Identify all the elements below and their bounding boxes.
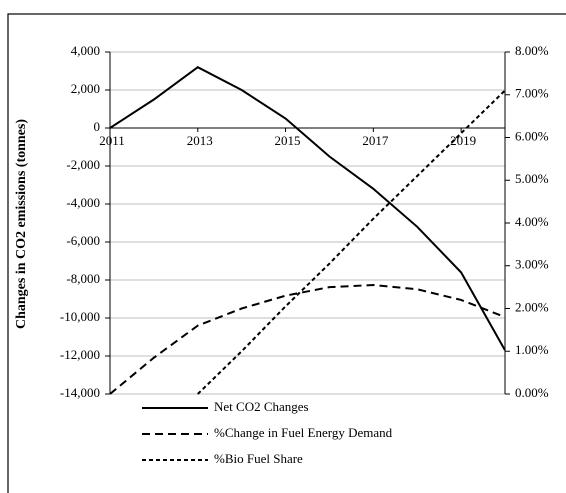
y2-tick-label: 1.00% [515,342,549,357]
x-tick-label: 2015 [275,133,301,148]
y2-tick-label: 2.00% [515,299,549,314]
y-axis-label: Changes in CO2 emissions (tonnes) [14,119,29,329]
data-line [109,283,506,395]
y-tick-label: 4,000 [71,43,100,58]
data-line [197,89,506,395]
y-tick-label: -4,000 [66,195,100,210]
y2-tick-label: 4.00% [515,214,549,229]
data-line [109,66,506,351]
y-tick-label: -14,000 [60,385,100,400]
y-tick-label: -10,000 [60,309,100,324]
y2-tick-label: 3.00% [515,257,549,272]
y2-tick-label: 8.00% [515,43,549,58]
y2-tick-label: 5.00% [515,171,549,186]
y2-tick-label: 6.00% [515,128,549,143]
x-tick-label: 2013 [187,133,213,148]
y-tick-label: -8,000 [66,271,100,286]
chart-border [7,13,566,493]
y-tick-label: -12,000 [60,347,100,362]
legend-label: %Change in Fuel Energy Demand [214,425,393,440]
legend-label: Net CO2 Changes [214,399,309,414]
y-tick-label: -2,000 [66,157,100,172]
y2-tick-label: 7.00% [515,86,549,101]
y-tick-label: 2,000 [71,81,100,96]
y2-tick-label: 0.00% [515,385,549,400]
x-tick-label: 2017 [362,133,389,148]
x-tick-label: 2011 [99,133,125,148]
y-tick-label: -6,000 [66,233,100,248]
legend-label: %Bio Fuel Share [214,451,303,466]
y-tick-label: 0 [94,119,101,134]
